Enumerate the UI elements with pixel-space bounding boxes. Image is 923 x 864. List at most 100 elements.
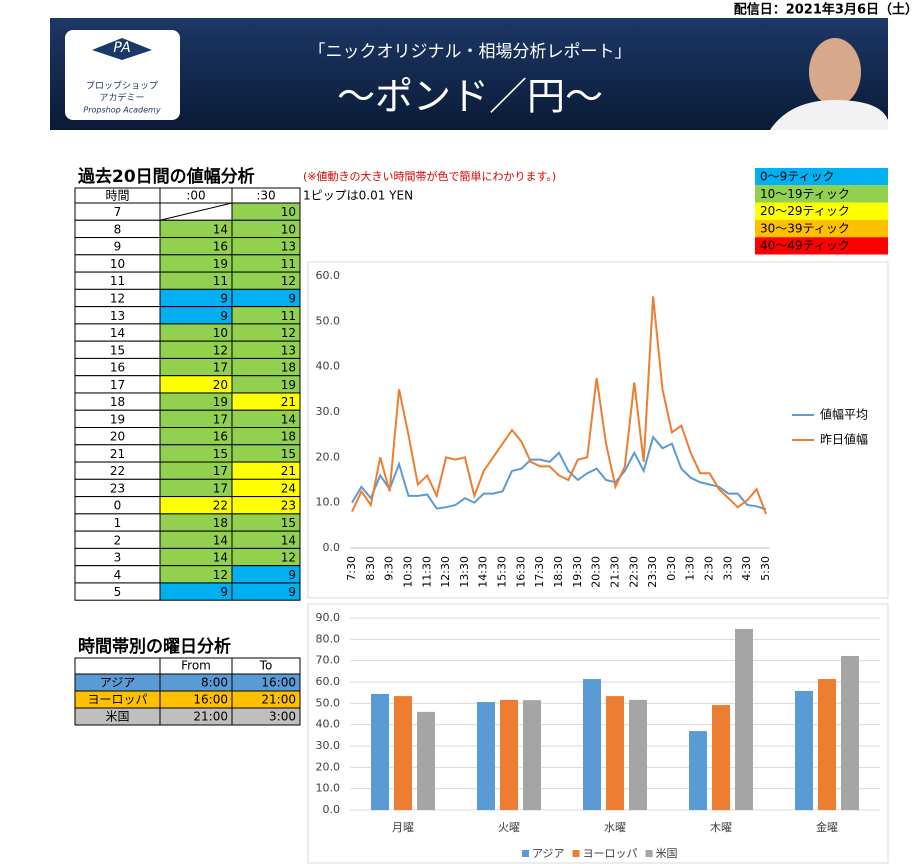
bar — [606, 696, 624, 810]
y-tick-label: 30.0 — [316, 405, 341, 418]
cell-text: 9 — [114, 240, 122, 254]
cell-text: 14 — [213, 551, 228, 565]
x-tick-label: 4:30 — [740, 556, 753, 581]
cell-text: 16 — [213, 430, 228, 444]
x-tick-label: 19:30 — [571, 556, 584, 588]
legend-swatch — [755, 202, 888, 220]
date: 配信日：2021年3月6日（土） — [734, 2, 918, 18]
bar — [583, 679, 601, 810]
cell-text: 21:00 — [261, 693, 296, 707]
x-tick-label: 木曜 — [710, 821, 732, 834]
cell-text: 15 — [281, 516, 296, 530]
cell-text: 12 — [281, 551, 296, 565]
y-tick-label: 20.0 — [316, 450, 341, 463]
logo-box — [65, 30, 180, 120]
x-tick-label: 1:30 — [684, 556, 697, 581]
cell-text: 21 — [110, 447, 125, 461]
cell-text: 9 — [220, 291, 228, 305]
x-tick-label: 23:30 — [646, 556, 659, 588]
cell-text: 5 — [114, 585, 122, 599]
y-tick-label: 30.0 — [316, 739, 341, 752]
header-text: To — [259, 659, 273, 673]
cell-text: 16 — [213, 240, 228, 254]
legend-swatch — [755, 219, 888, 238]
logo-cap — [92, 38, 152, 60]
legend-swatch — [645, 850, 653, 857]
bar — [477, 702, 495, 810]
cell-text: 15 — [213, 447, 228, 461]
cell-text: 15 — [281, 447, 296, 461]
bar — [417, 711, 435, 810]
chart-frame — [307, 603, 889, 864]
x-tick-label: 火曜 — [498, 821, 520, 834]
x-tick-label: 8:30 — [364, 556, 377, 581]
logo-mark: PA — [113, 40, 130, 56]
cell-text: 10 — [213, 326, 228, 340]
y-tick-label: 70.0 — [316, 654, 341, 667]
legend-text: 昨日値幅 — [820, 432, 868, 447]
legend-swatch — [522, 850, 529, 857]
cell-text: 21:00 — [193, 710, 228, 724]
table-title: 過去20日間の値幅分析 — [78, 166, 255, 187]
cell-text: 14 — [213, 222, 228, 236]
y-tick-label: 10.0 — [316, 782, 341, 795]
x-tick-label: 17:30 — [533, 556, 546, 588]
cell-text: 12 — [213, 568, 228, 582]
legend-text: 0〜9ティック — [760, 170, 835, 184]
cell-text: 19 — [213, 257, 228, 271]
report-title: 「ニックオリジナル・相場分析レポート」 — [309, 42, 632, 62]
cell-text: 0 — [114, 499, 122, 513]
cell-text: 10 — [281, 222, 296, 236]
cell-text: 12 — [281, 326, 296, 340]
x-tick-label: 3:30 — [721, 556, 734, 581]
legend-text: 米国 — [656, 847, 678, 860]
bar — [735, 628, 753, 810]
bar — [795, 690, 813, 810]
pair-title: 〜ポンド／円〜 — [337, 75, 603, 119]
bar — [712, 705, 730, 810]
cell-text: 9 — [288, 568, 296, 582]
cell — [231, 582, 301, 601]
cell-text: 15 — [110, 343, 125, 357]
cell-text: 9 — [288, 291, 296, 305]
cell-text: 8:00 — [201, 676, 228, 690]
cell-text: 13 — [281, 240, 296, 254]
bar — [523, 700, 541, 810]
header-text: 時間 — [105, 189, 129, 203]
x-tick-label: 14:30 — [477, 556, 490, 588]
x-tick-label: 5:30 — [759, 556, 772, 581]
x-tick-label: 9:30 — [383, 556, 396, 581]
cell-text: 16:00 — [261, 676, 296, 690]
y-tick-label: 0.0 — [323, 803, 341, 816]
cell-text: 14 — [281, 533, 296, 547]
legend-text: 値幅平均 — [820, 407, 868, 422]
x-tick-label: 22:30 — [627, 556, 640, 588]
cell-text: 20 — [213, 378, 228, 392]
cell — [231, 707, 301, 726]
cell-text: 13 — [110, 309, 125, 323]
bar — [818, 679, 836, 810]
cell-text: 17 — [213, 412, 228, 426]
cell-text: 24 — [281, 481, 296, 495]
cell-text: アジア — [100, 676, 136, 690]
cell-text: 18 — [281, 361, 296, 375]
cell-text: 10 — [281, 205, 296, 219]
x-tick-label: 20:30 — [590, 556, 603, 588]
x-tick-label: 21:30 — [608, 556, 621, 588]
header-text: :00 — [186, 189, 205, 203]
photo-shirt — [770, 100, 888, 130]
cell-text: 11 — [213, 274, 228, 288]
cell-text: 11 — [110, 274, 125, 288]
cell-text: 12 — [213, 343, 228, 357]
x-tick-label: 16:30 — [514, 556, 527, 588]
cell-text: 11 — [281, 309, 296, 323]
legend-text: 30〜39ティック — [760, 221, 850, 235]
cell-text: 11 — [281, 257, 296, 271]
cell-text: 18 — [213, 516, 228, 530]
x-tick-label: 15:30 — [496, 556, 509, 588]
cell-text: 18 — [110, 395, 125, 409]
cell-text: 21 — [281, 464, 296, 478]
cell-text: ヨーロッパ — [87, 693, 147, 707]
note: (※値動きの大きい時間帯が色で簡単にわかります。) — [303, 169, 556, 183]
x-tick-label: 13:30 — [458, 556, 471, 588]
